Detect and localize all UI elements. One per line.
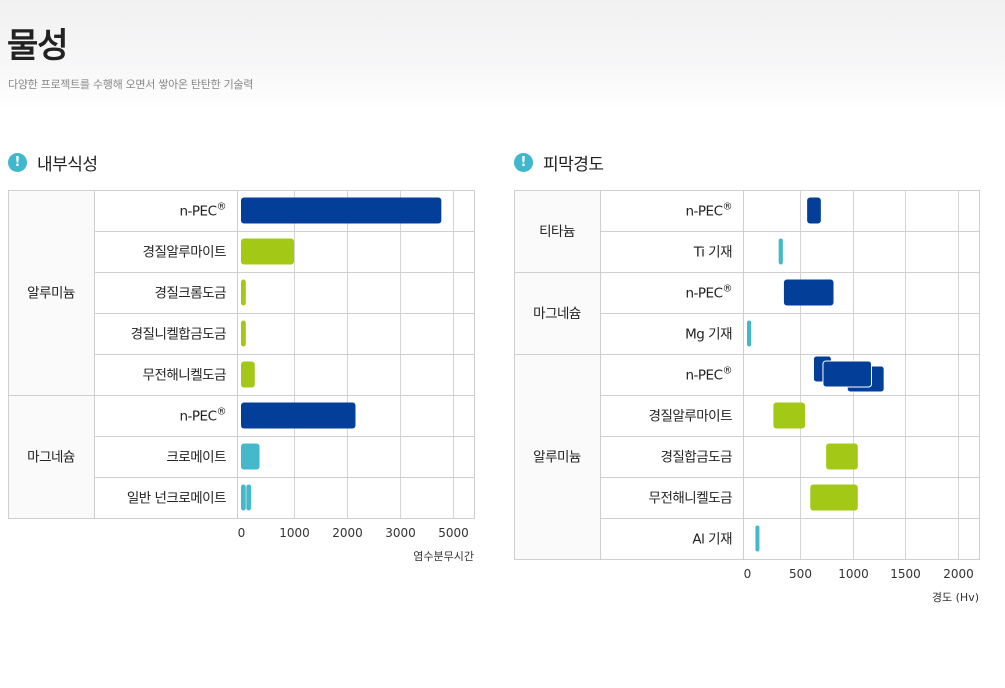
table-border (514, 190, 980, 560)
section-header-corrosion: ! 내부식성 (8, 150, 98, 175)
x-tick-label: 0 (238, 526, 246, 540)
row-label: 무전해니켈도금 (143, 368, 227, 384)
bar-corrosion (241, 238, 294, 265)
bar-hardness (807, 197, 821, 224)
bar-corrosion (241, 484, 246, 511)
row-label: 무전해니켈도금 (649, 491, 733, 507)
x-tick-label: 1000 (279, 526, 310, 540)
bar-hardness (822, 360, 872, 388)
group-column (8, 190, 94, 518)
x-tick-label: 1000 (838, 567, 869, 581)
page-title: 물성 (7, 26, 69, 66)
row-label: 경질알루마이트 (649, 409, 733, 425)
bar-corrosion (241, 320, 246, 347)
section-title-corrosion: 내부식성 (37, 155, 98, 175)
x-tick-label: 500 (789, 567, 812, 581)
row-label: 경질크롬도금 (154, 286, 226, 302)
bar-corrosion (241, 443, 260, 470)
table-border (8, 190, 475, 519)
x-axis-title: 염수분무시간 (413, 550, 474, 563)
row-label: 경질알루마이트 (143, 245, 227, 261)
group-label: 마그네슘 (27, 450, 75, 466)
bar-corrosion (241, 402, 356, 429)
row-label: n-PEC® (179, 202, 226, 220)
registered-mark: ® (723, 202, 733, 213)
row-label: 경질합금도금 (660, 450, 732, 466)
x-tick-label: 0 (744, 567, 752, 581)
registered-mark: ® (723, 284, 733, 295)
page-subtitle: 다양한 프로젝트를 수행해 오면서 쌓아온 탄탄한 기술력 (8, 78, 254, 91)
row-label: Al 기재 (692, 532, 732, 548)
row-label: n-PEC® (685, 366, 732, 384)
row-label: Ti 기재 (693, 245, 732, 261)
bar-hardness (747, 320, 752, 347)
bar-corrosion (241, 361, 255, 388)
x-tick-label: 1500 (890, 567, 921, 581)
section-header-hardness: ! 피막경도 (514, 150, 604, 175)
x-tick-label: 5000 (438, 526, 469, 540)
group-label: 마그네슘 (533, 306, 581, 322)
group-column (514, 190, 600, 559)
registered-mark: ® (723, 366, 733, 377)
row-label: n-PEC® (685, 284, 732, 302)
bar-corrosion (246, 484, 252, 511)
row-label: 일반 넌크로메이트 (127, 491, 226, 507)
x-tick-label: 2000 (332, 526, 363, 540)
row-label: 크로메이트 (166, 450, 226, 466)
row-label: n-PEC® (685, 202, 732, 220)
page-header: 물성 다양한 프로젝트를 수행해 오면서 쌓아온 탄탄한 기술력 (0, 0, 1005, 110)
bar-hardness (778, 238, 783, 265)
x-tick-label: 2000 (943, 567, 974, 581)
group-label: 알루미늄 (533, 450, 581, 466)
registered-mark: ® (217, 202, 227, 213)
bar-hardness (826, 443, 858, 470)
section-title-hardness: 피막경도 (543, 155, 604, 175)
row-label: Mg 기재 (685, 327, 732, 343)
bar-hardness (773, 402, 806, 429)
exclamation-icon: ! (8, 153, 27, 172)
group-label: 티타늄 (539, 224, 575, 240)
bar-hardness (783, 279, 834, 306)
bar-corrosion (241, 279, 246, 306)
x-tick-label: 3000 (385, 526, 416, 540)
bar-hardness (755, 525, 760, 552)
row-label: 경질니켈합금도금 (131, 327, 226, 343)
bar-hardness (810, 484, 858, 511)
row-label: n-PEC® (179, 407, 226, 425)
bar-corrosion (241, 197, 442, 224)
x-axis-title: 경도 (Hv) (932, 591, 979, 604)
registered-mark: ® (217, 407, 227, 418)
group-label: 알루미늄 (27, 286, 75, 302)
exclamation-icon: ! (514, 153, 533, 172)
